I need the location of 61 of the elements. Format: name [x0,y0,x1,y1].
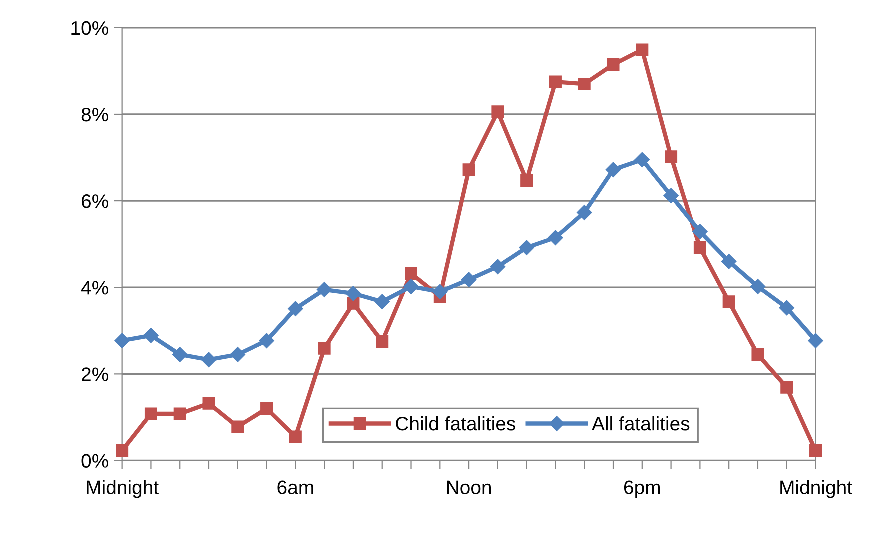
legend-label: Child fatalities [396,416,516,431]
point [461,272,477,288]
point [722,296,736,308]
x-tick-label: Midnight [87,480,159,498]
point [174,408,186,420]
point [779,300,794,316]
point [144,408,158,420]
point [374,294,390,310]
point [519,240,534,256]
y-tick-label: 4% [81,281,108,295]
y-tick-label: 6% [82,194,108,208]
y-tick-label: 0% [82,454,108,468]
point [549,76,562,88]
point [289,430,302,444]
x-tick-label: 6am [278,480,314,494]
point [578,78,591,90]
point [607,58,620,71]
point [432,284,448,300]
y-tick-label: 8% [82,108,108,122]
point [172,347,188,362]
point [346,286,362,302]
point [288,301,304,316]
point [722,254,737,270]
point [404,279,419,294]
point [492,106,504,118]
x-tick-label: Noon [447,480,492,494]
point [636,44,649,56]
legend-label: All fatalities [592,416,690,431]
point [116,444,129,458]
point [144,328,159,344]
point [634,152,650,168]
point [462,164,476,176]
point [232,420,244,434]
point [405,268,418,280]
point [548,230,564,246]
point [202,397,216,410]
point [694,242,706,254]
x-tick-label: Midnight [780,480,852,498]
point [606,162,622,178]
point [520,174,534,187]
point [490,259,506,274]
point [259,333,274,348]
point [810,444,822,458]
point [376,335,389,348]
point [230,347,246,362]
x-tick-label: 6pm [624,480,660,498]
point [808,333,824,348]
point [780,381,794,394]
point [577,205,592,220]
point [692,224,708,240]
point [260,402,274,416]
point [664,188,679,204]
point [318,342,331,355]
point [114,333,130,348]
point [750,279,766,294]
point [665,150,678,164]
point [201,352,217,368]
point [317,282,332,298]
point [752,348,764,361]
y-tick-label: 2% [82,368,108,382]
y-tick-label: 10% [72,21,108,36]
